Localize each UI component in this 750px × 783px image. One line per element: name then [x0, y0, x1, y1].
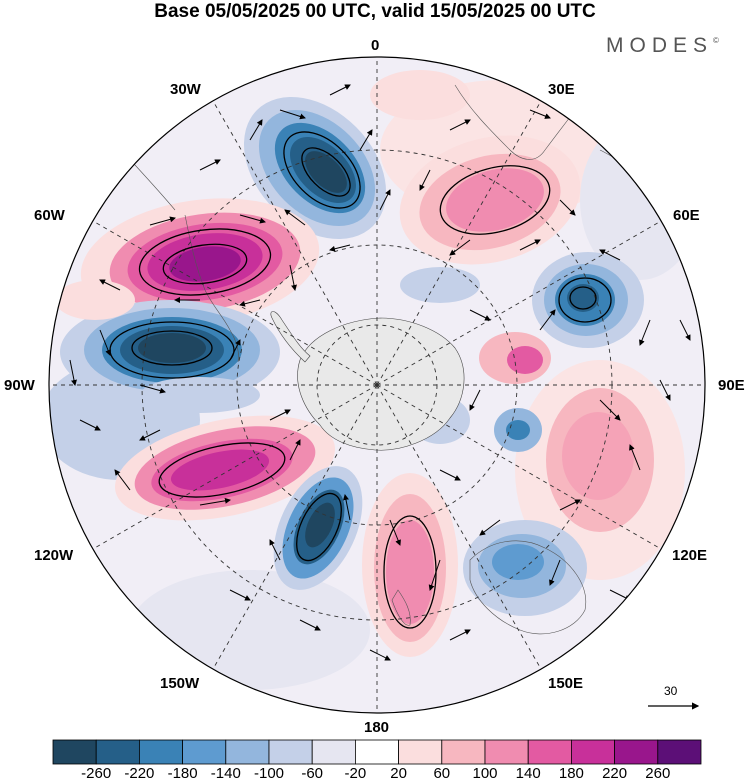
ridge-180 [362, 473, 458, 657]
colorbar-tick: 260 [645, 765, 671, 782]
contour-lines [109, 131, 612, 629]
label-lon-60w: 60W [34, 207, 65, 224]
colorbar [52, 739, 702, 765]
africa-landmass [454, 84, 591, 160]
colorbar-tick: -180 [167, 765, 198, 782]
reference-vector-value: 30 [664, 684, 678, 698]
colorbar-tick: -260 [81, 765, 112, 782]
trough-70e [532, 252, 644, 348]
label-lon-90e: 90E [718, 377, 745, 394]
modes-logo: MODES© [606, 34, 719, 57]
label-lon-90w: 90W [4, 377, 35, 394]
map-boundary [48, 56, 706, 714]
label-lon-120e: 120E [672, 547, 708, 564]
ridge-100e [546, 388, 654, 532]
colorbar-tick: 220 [602, 765, 628, 782]
colorbar-tick: 180 [558, 765, 584, 782]
label-lon-120w: 120W [34, 547, 74, 564]
australia-landmass [469, 540, 587, 635]
label-lon-150e: 150E [548, 675, 584, 692]
colorbar-tick: 100 [472, 765, 498, 782]
graticule [49, 57, 705, 713]
trough-90w [60, 300, 280, 404]
wind-vectors [69, 84, 691, 661]
label-lon-150w: 150W [160, 675, 200, 692]
label-lon-180: 180 [364, 719, 390, 736]
label-lon-30w: 30W [170, 81, 201, 98]
colorbar-tick: -100 [253, 765, 285, 782]
colorbar-tick: 140 [515, 765, 541, 782]
colorbar-tick: 60 [433, 765, 451, 782]
map-title: Base 05/05/2025 00 UTC, valid 15/05/2025… [154, 1, 596, 22]
colorbar-tick: -220 [124, 765, 155, 782]
label-lon-30e: 30E [548, 81, 575, 98]
anomaly-field [49, 57, 705, 713]
ridge-60w [80, 198, 320, 326]
label-lon-0: 0 [371, 37, 380, 54]
colorbar-tick: -60 [301, 765, 324, 782]
ridge-south-atlantic [399, 135, 581, 265]
colorbar-tick: 20 [390, 765, 407, 782]
label-lon-60e: 60E [673, 207, 700, 224]
colorbar-tick: -140 [210, 765, 241, 782]
colorbar-tick: -20 [344, 765, 367, 782]
trough-150w [273, 466, 363, 590]
